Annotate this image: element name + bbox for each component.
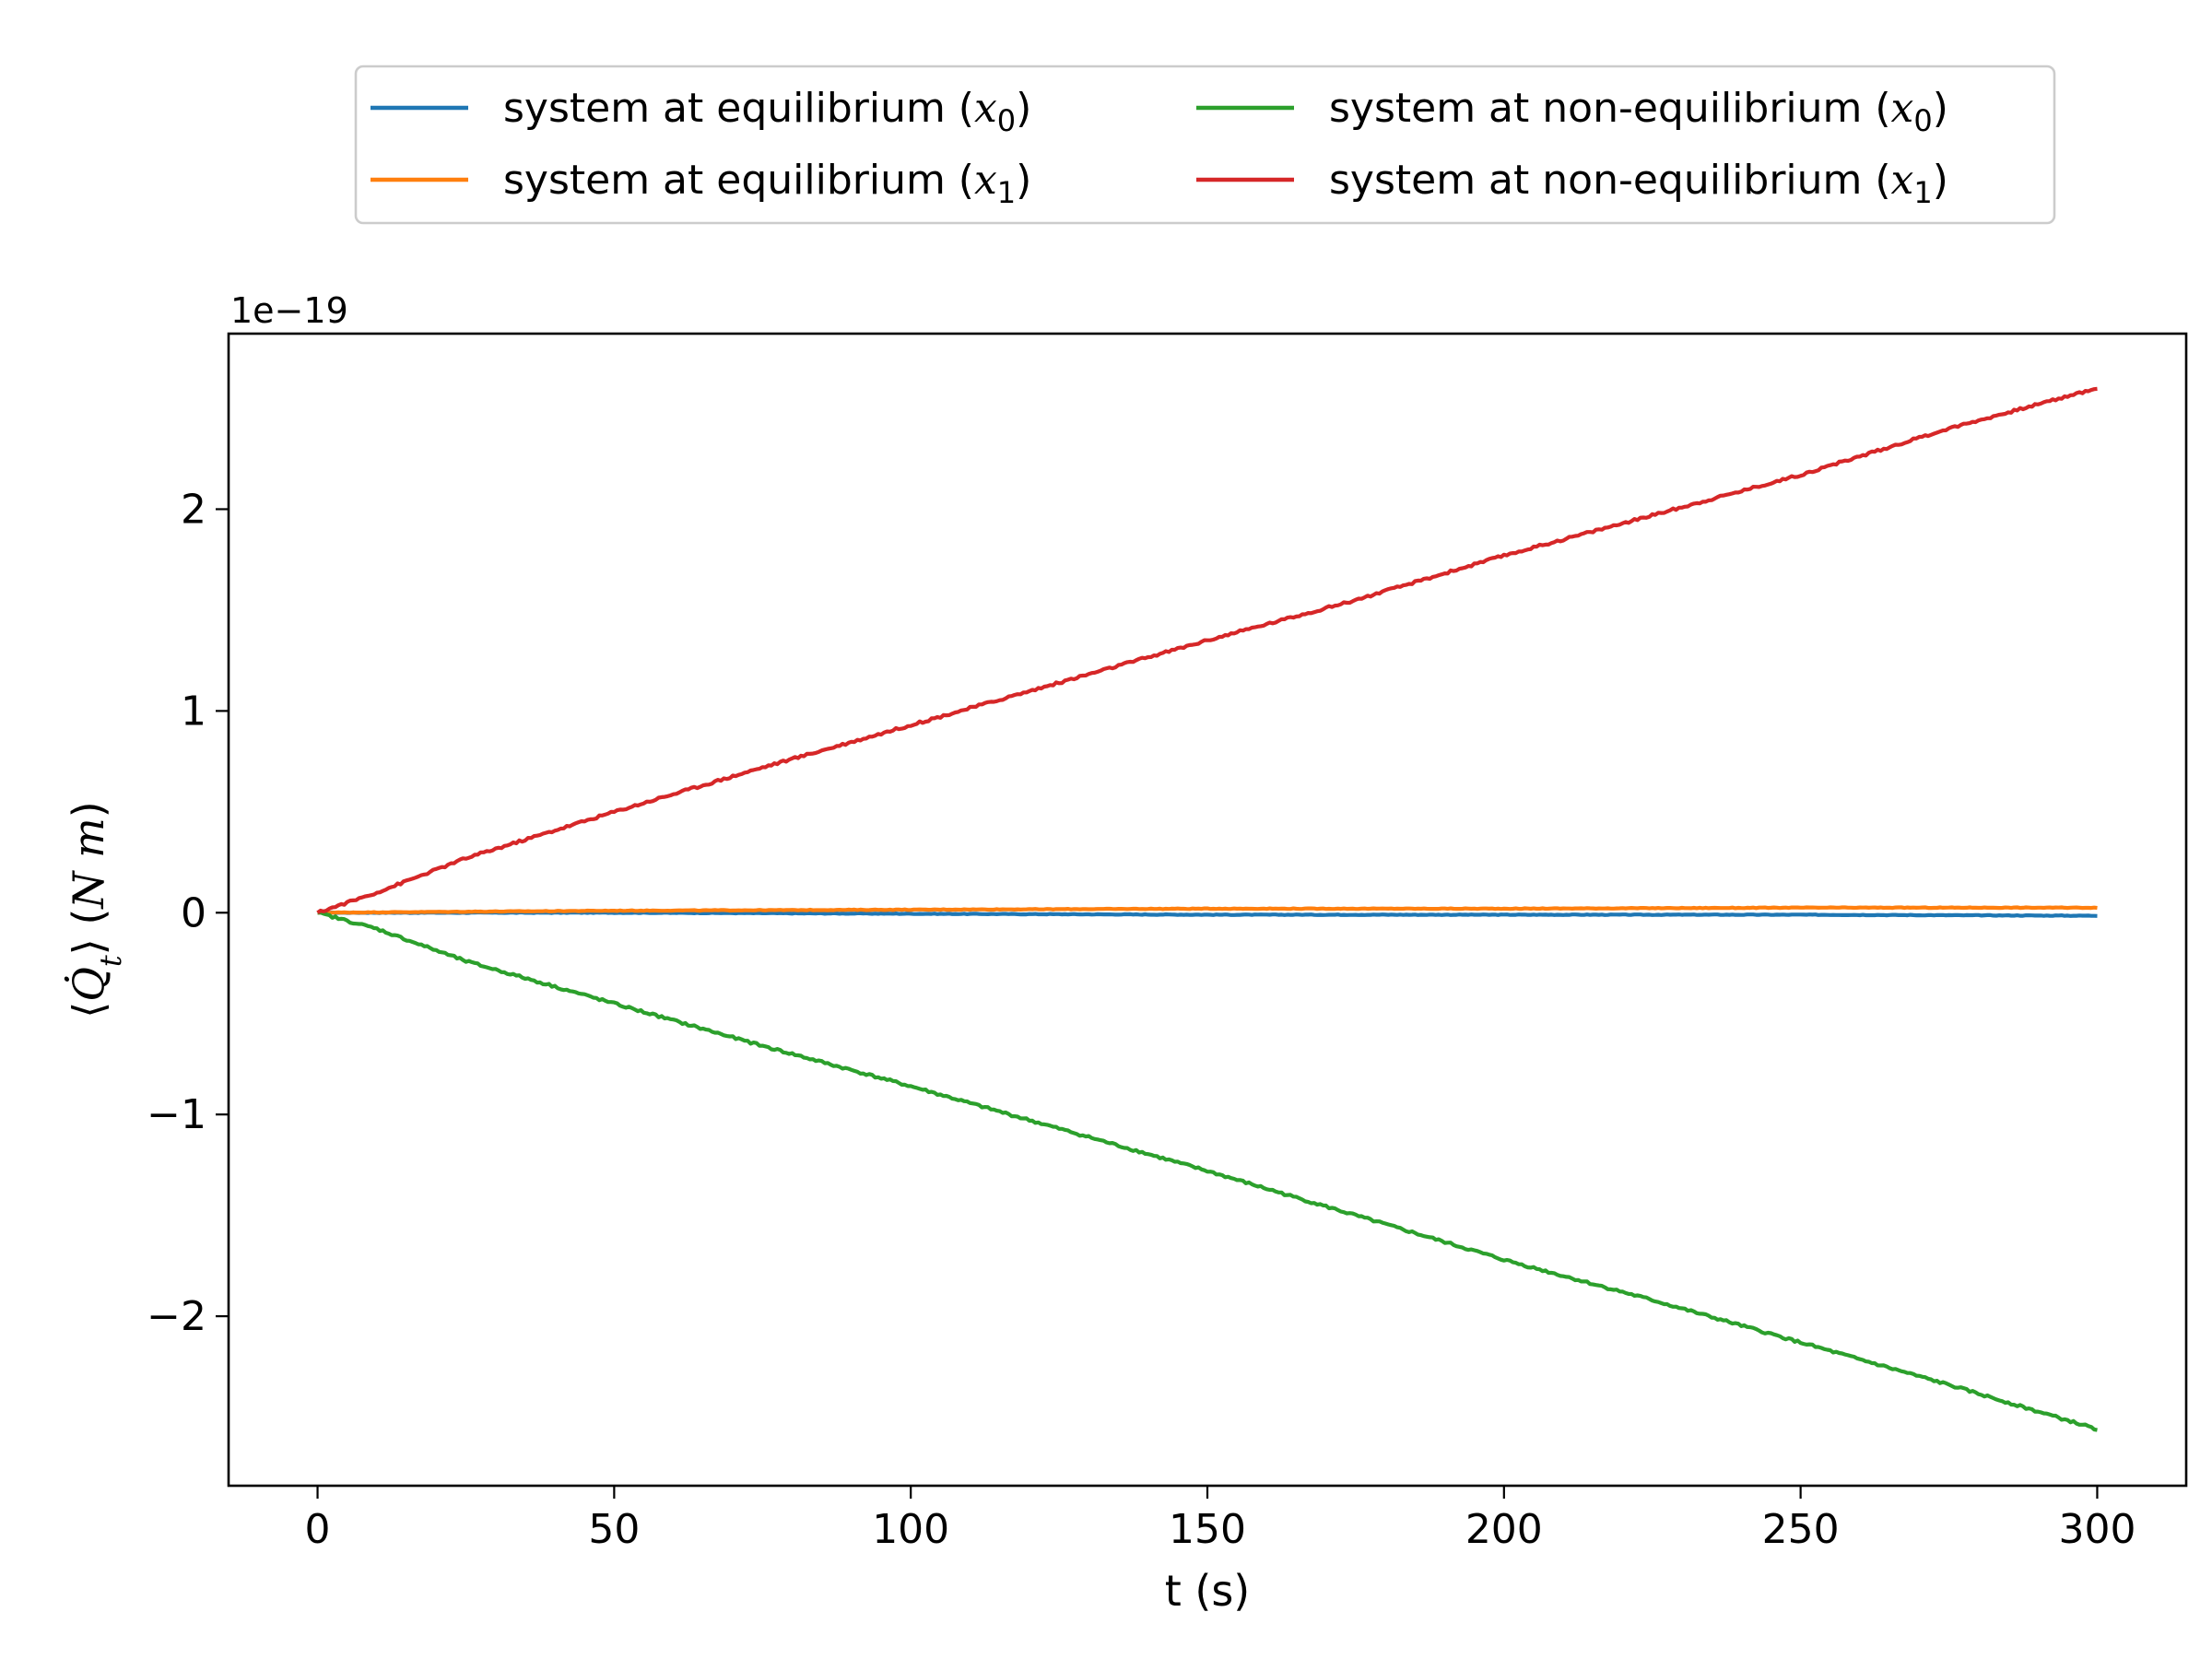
series-line-3 <box>317 910 2098 1432</box>
legend-label-4: system at non-equilibrium (x1) <box>1329 157 1948 210</box>
x-axis-label: t (s) <box>1165 1566 1251 1616</box>
series-lines <box>316 386 2098 1432</box>
legend: system at equilibrium (x0) system at equi… <box>354 65 2056 225</box>
y-tick-label: 1 <box>181 688 206 735</box>
y-tick-label: −2 <box>147 1293 206 1340</box>
x-tick-label: 150 <box>1169 1506 1246 1553</box>
x-tick-label: 50 <box>588 1506 640 1553</box>
legend-label-2: system at equilibrium (x1) <box>503 157 1031 210</box>
x-tick-label: 0 <box>305 1506 331 1553</box>
series-line-1 <box>317 910 2098 918</box>
series-line-2 <box>317 905 2098 915</box>
y-tick-label: 2 <box>181 486 206 533</box>
x-axis-ticks: 0 50 100 150 200 250 300 <box>305 1486 2136 1553</box>
legend-label-1: system at equilibrium (x0) <box>503 85 1031 138</box>
x-tick-label: 300 <box>2058 1506 2136 1553</box>
x-tick-label: 100 <box>872 1506 949 1553</box>
y-offset-text: 1e−19 <box>230 290 348 331</box>
series-line-4 <box>316 386 2098 915</box>
y-tick-label: −1 <box>147 1091 206 1138</box>
y-axis-label: ⟨Q̇t⟩ (N m) <box>64 801 128 1018</box>
legend-label-3: system at non-equilibrium (x0) <box>1329 85 1948 138</box>
y-axis-ticks: −2 −1 0 1 2 <box>147 486 229 1340</box>
legend-frame <box>354 65 2056 225</box>
y-tick-label: 0 <box>181 889 206 936</box>
legend-items: system at equilibrium (x0) system at equi… <box>371 85 1948 210</box>
x-tick-label: 200 <box>1465 1506 1543 1553</box>
x-tick-label: 250 <box>1762 1506 1840 1553</box>
